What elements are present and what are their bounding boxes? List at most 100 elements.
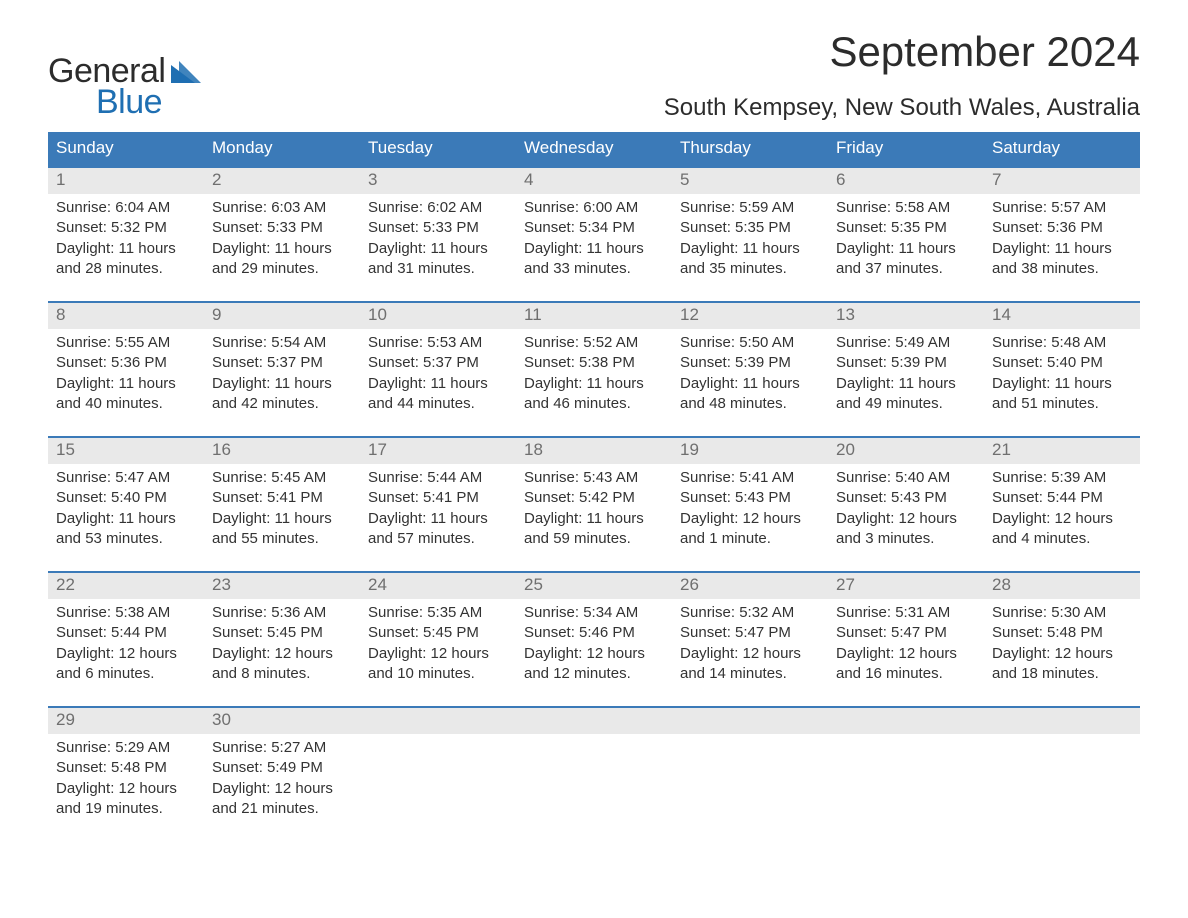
sunset-line: Sunset: 5:46 PM xyxy=(524,623,664,643)
weekday-label: Thursday xyxy=(672,132,828,166)
day-cell: Sunrise: 5:30 AMSunset: 5:48 PMDaylight:… xyxy=(984,599,1140,692)
sunrise-line: Sunrise: 5:41 AM xyxy=(680,468,820,488)
calendar-week: 22232425262728Sunrise: 5:38 AMSunset: 5:… xyxy=(48,571,1140,692)
daylight-line: Daylight: 12 hours and 21 minutes. xyxy=(212,779,352,820)
sunset-line: Sunset: 5:36 PM xyxy=(992,218,1132,238)
sunset-line: Sunset: 5:47 PM xyxy=(680,623,820,643)
weekday-label: Saturday xyxy=(984,132,1140,166)
day-number: 21 xyxy=(984,438,1140,464)
day-number: 25 xyxy=(516,573,672,599)
title-block: September 2024 South Kempsey, New South … xyxy=(664,28,1140,122)
day-number xyxy=(516,708,672,734)
daylight-line: Daylight: 11 hours and 38 minutes. xyxy=(992,239,1132,280)
day-cell: Sunrise: 5:55 AMSunset: 5:36 PMDaylight:… xyxy=(48,329,204,422)
sunrise-line: Sunrise: 5:43 AM xyxy=(524,468,664,488)
day-cell: Sunrise: 5:35 AMSunset: 5:45 PMDaylight:… xyxy=(360,599,516,692)
day-cell: Sunrise: 5:50 AMSunset: 5:39 PMDaylight:… xyxy=(672,329,828,422)
daylight-line: Daylight: 12 hours and 1 minute. xyxy=(680,509,820,550)
day-number: 11 xyxy=(516,303,672,329)
sunrise-line: Sunrise: 5:30 AM xyxy=(992,603,1132,623)
sunset-line: Sunset: 5:39 PM xyxy=(680,353,820,373)
weekday-label: Monday xyxy=(204,132,360,166)
day-cell: Sunrise: 5:31 AMSunset: 5:47 PMDaylight:… xyxy=(828,599,984,692)
daylight-line: Daylight: 12 hours and 8 minutes. xyxy=(212,644,352,685)
day-number: 29 xyxy=(48,708,204,734)
day-number: 7 xyxy=(984,168,1140,194)
daylight-line: Daylight: 11 hours and 44 minutes. xyxy=(368,374,508,415)
day-number: 2 xyxy=(204,168,360,194)
sunset-line: Sunset: 5:39 PM xyxy=(836,353,976,373)
day-number: 6 xyxy=(828,168,984,194)
day-cell: Sunrise: 5:52 AMSunset: 5:38 PMDaylight:… xyxy=(516,329,672,422)
day-number: 18 xyxy=(516,438,672,464)
sunrise-line: Sunrise: 6:03 AM xyxy=(212,198,352,218)
day-number: 23 xyxy=(204,573,360,599)
sunset-line: Sunset: 5:32 PM xyxy=(56,218,196,238)
day-cells-row: Sunrise: 5:55 AMSunset: 5:36 PMDaylight:… xyxy=(48,329,1140,422)
triangle-icon xyxy=(171,61,201,83)
day-cell: Sunrise: 5:38 AMSunset: 5:44 PMDaylight:… xyxy=(48,599,204,692)
day-number: 15 xyxy=(48,438,204,464)
sunrise-line: Sunrise: 5:44 AM xyxy=(368,468,508,488)
day-number: 16 xyxy=(204,438,360,464)
day-number xyxy=(828,708,984,734)
day-number: 24 xyxy=(360,573,516,599)
sunrise-line: Sunrise: 5:34 AM xyxy=(524,603,664,623)
sunrise-line: Sunrise: 5:27 AM xyxy=(212,738,352,758)
day-cell: Sunrise: 5:58 AMSunset: 5:35 PMDaylight:… xyxy=(828,194,984,287)
day-number-row: 15161718192021 xyxy=(48,438,1140,464)
sunrise-line: Sunrise: 6:02 AM xyxy=(368,198,508,218)
day-cells-row: Sunrise: 5:47 AMSunset: 5:40 PMDaylight:… xyxy=(48,464,1140,557)
day-cells-row: Sunrise: 5:29 AMSunset: 5:48 PMDaylight:… xyxy=(48,734,1140,827)
day-number: 13 xyxy=(828,303,984,329)
calendar-week: 15161718192021Sunrise: 5:47 AMSunset: 5:… xyxy=(48,436,1140,557)
day-number: 10 xyxy=(360,303,516,329)
sunset-line: Sunset: 5:41 PM xyxy=(368,488,508,508)
sunset-line: Sunset: 5:44 PM xyxy=(992,488,1132,508)
sunset-line: Sunset: 5:34 PM xyxy=(524,218,664,238)
daylight-line: Daylight: 12 hours and 16 minutes. xyxy=(836,644,976,685)
sunrise-line: Sunrise: 6:00 AM xyxy=(524,198,664,218)
daylight-line: Daylight: 11 hours and 29 minutes. xyxy=(212,239,352,280)
day-cell: Sunrise: 5:29 AMSunset: 5:48 PMDaylight:… xyxy=(48,734,204,827)
calendar: SundayMondayTuesdayWednesdayThursdayFrid… xyxy=(48,132,1140,827)
logo-text-blue: Blue xyxy=(96,83,162,122)
day-number-row: 22232425262728 xyxy=(48,573,1140,599)
sunset-line: Sunset: 5:43 PM xyxy=(836,488,976,508)
day-cell: Sunrise: 5:34 AMSunset: 5:46 PMDaylight:… xyxy=(516,599,672,692)
sunrise-line: Sunrise: 6:04 AM xyxy=(56,198,196,218)
daylight-line: Daylight: 12 hours and 12 minutes. xyxy=(524,644,664,685)
day-number: 30 xyxy=(204,708,360,734)
day-number-row: 891011121314 xyxy=(48,303,1140,329)
sunset-line: Sunset: 5:37 PM xyxy=(212,353,352,373)
sunset-line: Sunset: 5:35 PM xyxy=(680,218,820,238)
weekday-label: Tuesday xyxy=(360,132,516,166)
sunset-line: Sunset: 5:49 PM xyxy=(212,758,352,778)
day-cell: Sunrise: 5:36 AMSunset: 5:45 PMDaylight:… xyxy=(204,599,360,692)
day-number: 4 xyxy=(516,168,672,194)
day-cell: Sunrise: 6:04 AMSunset: 5:32 PMDaylight:… xyxy=(48,194,204,287)
header: General Blue September 2024 South Kempse… xyxy=(48,28,1140,122)
sunrise-line: Sunrise: 5:38 AM xyxy=(56,603,196,623)
daylight-line: Daylight: 11 hours and 35 minutes. xyxy=(680,239,820,280)
month-title: September 2024 xyxy=(664,28,1140,76)
day-number xyxy=(672,708,828,734)
day-cell: Sunrise: 5:48 AMSunset: 5:40 PMDaylight:… xyxy=(984,329,1140,422)
daylight-line: Daylight: 11 hours and 49 minutes. xyxy=(836,374,976,415)
daylight-line: Daylight: 11 hours and 57 minutes. xyxy=(368,509,508,550)
sunrise-line: Sunrise: 5:54 AM xyxy=(212,333,352,353)
calendar-week: 1234567Sunrise: 6:04 AMSunset: 5:32 PMDa… xyxy=(48,166,1140,287)
sunrise-line: Sunrise: 5:40 AM xyxy=(836,468,976,488)
sunset-line: Sunset: 5:40 PM xyxy=(992,353,1132,373)
day-cell xyxy=(516,734,672,827)
day-number: 17 xyxy=(360,438,516,464)
day-cell: Sunrise: 5:39 AMSunset: 5:44 PMDaylight:… xyxy=(984,464,1140,557)
day-cell xyxy=(984,734,1140,827)
day-number: 5 xyxy=(672,168,828,194)
day-number-row: 2930 xyxy=(48,708,1140,734)
sunset-line: Sunset: 5:43 PM xyxy=(680,488,820,508)
sunrise-line: Sunrise: 5:49 AM xyxy=(836,333,976,353)
location: South Kempsey, New South Wales, Australi… xyxy=(664,94,1140,122)
weekday-header-row: SundayMondayTuesdayWednesdayThursdayFrid… xyxy=(48,132,1140,166)
daylight-line: Daylight: 11 hours and 28 minutes. xyxy=(56,239,196,280)
